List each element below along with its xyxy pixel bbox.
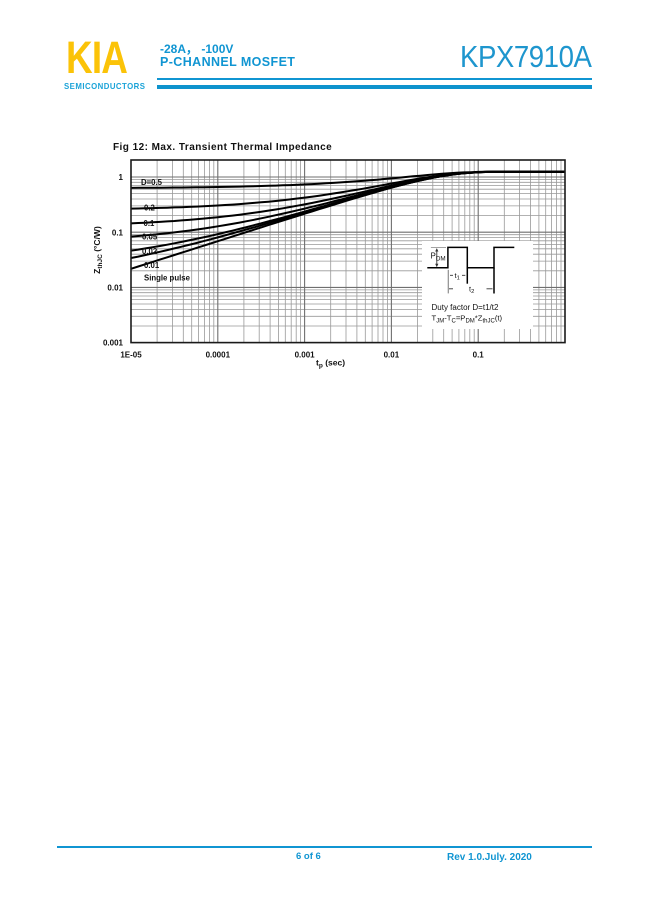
svg-text:0.05: 0.05 (142, 233, 158, 242)
svg-text:0.001: 0.001 (103, 339, 124, 348)
svg-text:0.1: 0.1 (112, 229, 124, 238)
svg-text:0.02: 0.02 (142, 247, 158, 256)
svg-text:PDM: PDM (431, 252, 446, 263)
svg-text:Single pulse: Single pulse (144, 274, 191, 283)
svg-text:0.0001: 0.0001 (206, 351, 231, 360)
svg-text:1: 1 (119, 173, 124, 182)
svg-text:D=0.5: D=0.5 (141, 178, 163, 187)
svg-text:TJM-TC=PDM*ZthJC(t): TJM-TC=PDM*ZthJC(t) (432, 314, 503, 325)
svg-text:t1: t1 (455, 271, 460, 282)
svg-text:tp (sec): tp (sec) (316, 358, 345, 370)
svg-text:t2: t2 (469, 285, 474, 296)
svg-text:0.001: 0.001 (295, 351, 316, 360)
svg-text:Duty factor D=t1/t2: Duty factor D=t1/t2 (432, 303, 499, 312)
svg-text:0.2: 0.2 (144, 204, 156, 213)
svg-text:ZthJC (°C/W): ZthJC (°C/W) (92, 226, 104, 274)
svg-text:0.1: 0.1 (144, 219, 156, 228)
svg-text:0.01: 0.01 (384, 351, 400, 360)
svg-text:Fig 12: Max. Transient Thermal: Fig 12: Max. Transient Thermal Impedance (113, 142, 332, 153)
svg-text:0.01: 0.01 (107, 284, 123, 293)
svg-text:0.1: 0.1 (473, 351, 485, 360)
svg-text:0.01: 0.01 (144, 261, 160, 270)
svg-text:1E-05: 1E-05 (120, 351, 142, 360)
